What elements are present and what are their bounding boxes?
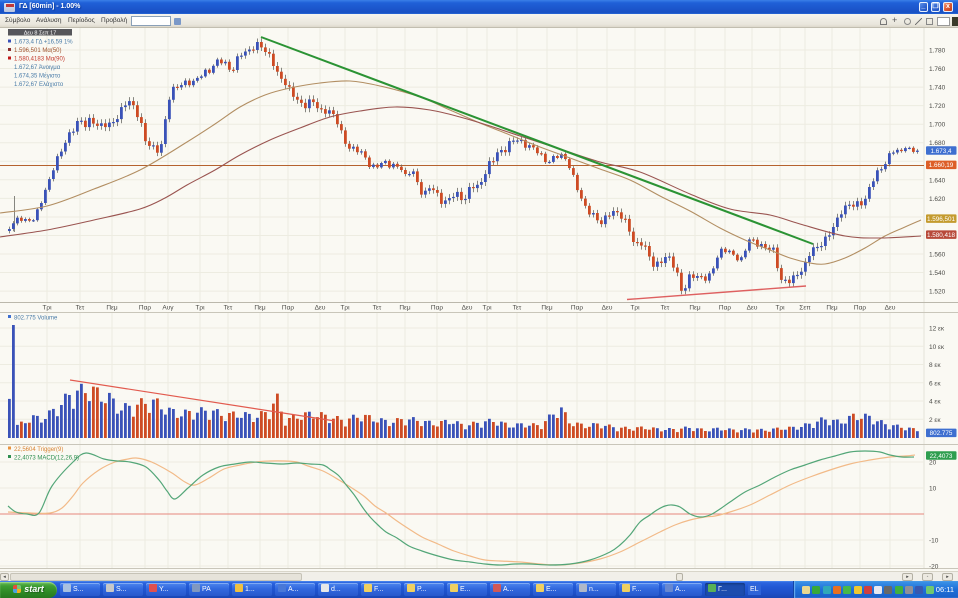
svg-text:1.560: 1.560 <box>929 252 946 259</box>
svg-text:Παρ: Παρ <box>139 305 151 312</box>
svg-text:Δευ 8 Σεπ 17: Δευ 8 Σεπ 17 <box>24 30 57 36</box>
svg-text:Δευ: Δευ <box>747 305 758 312</box>
svg-text:802.775 Volume: 802.775 Volume <box>14 316 58 322</box>
svg-text:22,5604 Trigger(9): 22,5604 Trigger(9) <box>14 447 63 453</box>
svg-text:1.580,4183 Μα(90): 1.580,4183 Μα(90) <box>14 57 65 63</box>
svg-text:1.672,67 Ελάχιστο: 1.672,67 Ελάχιστο <box>14 81 64 88</box>
svg-text:Πεμ: Πεμ <box>399 305 411 312</box>
svg-text:1.760: 1.760 <box>929 66 946 73</box>
svg-text:1.674,35 Μέγιστο: 1.674,35 Μέγιστο <box>14 73 61 80</box>
svg-text:Παρ: Παρ <box>431 305 443 312</box>
svg-text:Τρι: Τρι <box>482 305 492 312</box>
svg-text:Πεμ: Πεμ <box>541 305 553 312</box>
svg-text:Σεπ: Σεπ <box>799 305 811 312</box>
svg-text:Τετ: Τετ <box>513 305 522 312</box>
svg-text:1.620: 1.620 <box>929 196 946 203</box>
svg-text:-10: -10 <box>929 538 939 545</box>
svg-text:1.673,4 ΓΔ +16,59 1%: 1.673,4 ΓΔ +16,59 1% <box>14 40 73 46</box>
svg-text:Πεμ: Πεμ <box>826 305 838 312</box>
svg-text:Αυγ: Αυγ <box>162 305 174 312</box>
svg-text:Παρ: Παρ <box>719 305 731 312</box>
svg-text:802.775: 802.775 <box>930 430 953 437</box>
svg-text:1.780: 1.780 <box>929 48 946 55</box>
svg-text:Τρι: Τρι <box>340 305 350 312</box>
svg-text:1.680: 1.680 <box>929 140 946 147</box>
svg-text:Τετ: Τετ <box>76 305 85 312</box>
svg-text:1.580,418: 1.580,418 <box>927 232 956 239</box>
svg-text:Τρι: Τρι <box>42 305 52 312</box>
svg-text:1.640: 1.640 <box>929 177 946 184</box>
svg-text:Τετ: Τετ <box>373 305 382 312</box>
svg-text:Τρι: Τρι <box>775 305 785 312</box>
svg-text:1.720: 1.720 <box>929 103 946 110</box>
svg-text:Πεμ: Πεμ <box>254 305 266 312</box>
svg-text:Τετ: Τετ <box>224 305 233 312</box>
svg-text:1.660,19: 1.660,19 <box>929 162 954 169</box>
svg-text:Δευ: Δευ <box>885 305 896 312</box>
svg-text:Τρι: Τρι <box>630 305 640 312</box>
svg-text:Δευ: Δευ <box>602 305 613 312</box>
svg-text:1.673,4: 1.673,4 <box>930 148 952 155</box>
svg-text:1.740: 1.740 <box>929 85 946 92</box>
svg-text:6 εκ: 6 εκ <box>929 380 941 387</box>
svg-text:2 εκ: 2 εκ <box>929 417 941 424</box>
svg-text:1.672,67 Άνοιγμα: 1.672,67 Άνοιγμα <box>14 65 61 71</box>
svg-text:12 εκ: 12 εκ <box>929 326 945 333</box>
svg-text:Δευ: Δευ <box>315 305 326 312</box>
svg-text:1.700: 1.700 <box>929 122 946 129</box>
svg-text:10 εκ: 10 εκ <box>929 344 945 351</box>
svg-text:10: 10 <box>929 486 937 493</box>
svg-text:Τετ: Τετ <box>661 305 670 312</box>
svg-text:Παρ: Παρ <box>282 305 294 312</box>
svg-text:-20: -20 <box>929 564 939 571</box>
svg-text:1.596,501: 1.596,501 <box>927 216 956 223</box>
svg-text:1.520: 1.520 <box>929 289 946 296</box>
svg-text:Δευ: Δευ <box>462 305 473 312</box>
svg-text:22,4073 MACD(12,26,9): 22,4073 MACD(12,26,9) <box>14 456 79 462</box>
svg-text:20: 20 <box>929 460 937 467</box>
svg-text:1.596,501 Μα(50): 1.596,501 Μα(50) <box>14 48 62 54</box>
svg-text:4 εκ: 4 εκ <box>929 399 941 406</box>
svg-text:Παρ: Παρ <box>571 305 583 312</box>
svg-text:Παρ: Παρ <box>854 305 866 312</box>
svg-text:Πεμ: Πεμ <box>106 305 118 312</box>
svg-text:8 εκ: 8 εκ <box>929 362 941 369</box>
svg-text:Τρι: Τρι <box>195 305 205 312</box>
svg-text:1.540: 1.540 <box>929 270 946 277</box>
svg-text:Πεμ: Πεμ <box>689 305 701 312</box>
svg-text:22,4073: 22,4073 <box>930 453 953 460</box>
